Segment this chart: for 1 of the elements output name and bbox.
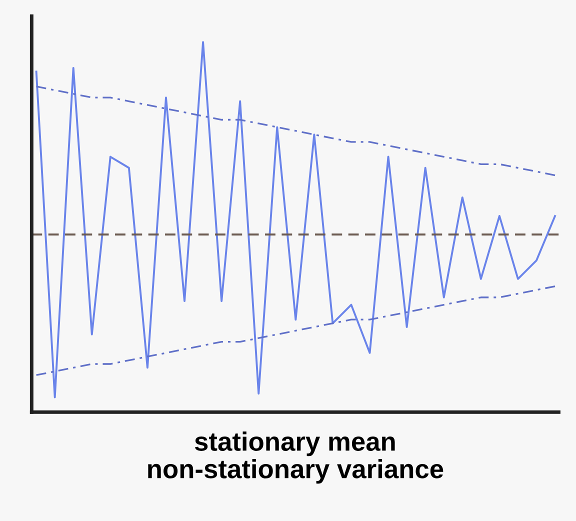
x-axis-title: stationary mean non-stationary variance [148,432,444,484]
